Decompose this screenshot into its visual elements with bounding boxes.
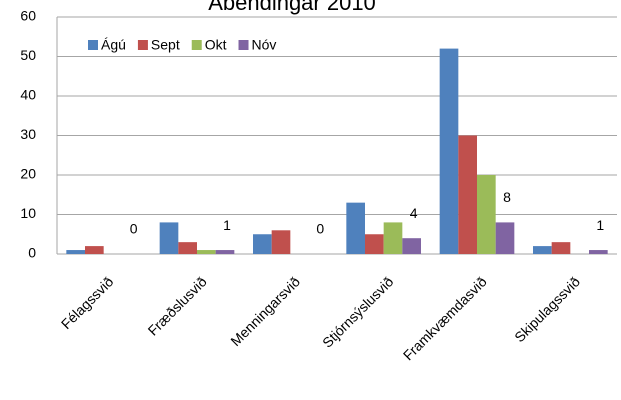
bar	[551, 242, 571, 254]
bar	[197, 250, 216, 254]
x-tick-label: Menningarsvið	[227, 273, 303, 349]
bar	[477, 175, 496, 254]
y-tick-label: 60	[20, 8, 36, 24]
bar	[346, 202, 365, 254]
bar	[178, 242, 197, 254]
data-label: 1	[596, 217, 604, 233]
y-tick-label: 30	[20, 126, 36, 142]
legend-swatch	[137, 40, 148, 50]
legend-label: Ágú	[101, 37, 126, 53]
bar	[271, 230, 291, 254]
y-tick-label: 20	[20, 166, 36, 182]
data-label: 0	[130, 221, 138, 237]
data-label: 4	[410, 205, 418, 221]
x-tick-label: Skipulagssvið	[511, 273, 583, 345]
x-tick-label: Fræðslusvið	[145, 273, 210, 338]
y-tick-label: 40	[20, 87, 36, 103]
bar	[589, 250, 608, 254]
bar	[85, 246, 104, 254]
y-tick-label: 0	[28, 245, 36, 261]
bar	[365, 234, 384, 254]
bar	[402, 238, 421, 254]
y-tick-label: 10	[20, 205, 36, 221]
data-label: 1	[223, 217, 231, 233]
bar	[458, 135, 477, 254]
y-tick-label: 50	[20, 47, 36, 63]
data-label: 8	[503, 189, 511, 205]
bar	[253, 234, 272, 254]
legend-label: Okt	[205, 37, 227, 53]
chart-title: Ábendingar 2010	[208, 0, 376, 15]
bar	[215, 250, 235, 254]
legend-swatch	[191, 40, 202, 50]
legend-label: Sept	[151, 37, 180, 53]
bar	[66, 250, 85, 254]
bar	[533, 246, 552, 254]
bar	[383, 222, 403, 254]
legend-swatch	[238, 40, 249, 50]
legend-label: Nóv	[252, 37, 277, 53]
x-tick-label: Framkvæmdasvið	[400, 273, 490, 363]
bar	[495, 222, 515, 254]
legend-swatch	[88, 40, 98, 50]
bar	[439, 48, 459, 254]
bar	[159, 222, 179, 254]
x-tick-label: Stjórnsýslusvið	[319, 273, 396, 350]
data-label: 0	[316, 221, 324, 237]
x-tick-label: Félagssvið	[58, 273, 117, 332]
